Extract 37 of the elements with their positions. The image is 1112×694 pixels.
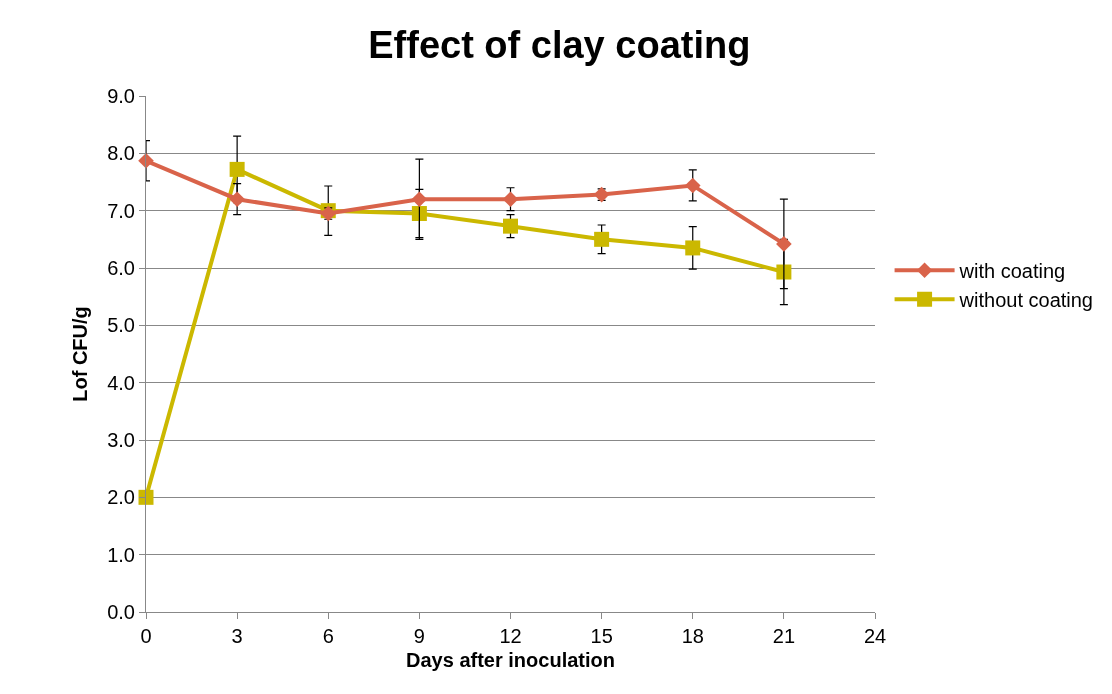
point [503, 218, 518, 234]
point [229, 191, 245, 207]
x-tick-label: 12 [499, 625, 522, 647]
x-tick-label: 0 [140, 625, 152, 647]
y-tick-label: 1.0 [107, 543, 135, 566]
y-tick-label: 7.0 [107, 199, 135, 222]
point [138, 489, 154, 505]
legend-label: without coating [958, 289, 1093, 312]
chart-title: Effect of clay coating [368, 23, 751, 66]
y-tick-label: 0.0 [107, 601, 135, 623]
x-tick-label: 18 [681, 625, 704, 647]
x-axis-title: Days after inoculation [406, 648, 615, 671]
y-tick-label: 9.0 [107, 85, 135, 107]
y-tick-label: 2.0 [107, 486, 135, 509]
x-tick-label: 3 [231, 625, 243, 647]
legend-label: with coating [958, 260, 1066, 283]
y-tick-label: 3.0 [107, 429, 135, 451]
point [685, 240, 701, 256]
point [594, 231, 610, 247]
x-tick-label: 9 [413, 625, 425, 647]
point [229, 161, 245, 177]
y-tick-label: 8.0 [107, 142, 135, 165]
y-tick-label: 6.0 [107, 257, 135, 279]
x-tick-label: 15 [590, 625, 613, 647]
point [502, 191, 519, 207]
point [593, 186, 610, 203]
point [684, 177, 701, 194]
x-tick-label: 21 [772, 625, 796, 647]
point [776, 236, 792, 252]
x-tick-label: 24 [863, 625, 887, 647]
x-tick-label: 6 [322, 625, 334, 647]
point [411, 206, 427, 222]
y-tick-label: 5.0 [107, 314, 135, 337]
point [411, 191, 428, 207]
y-tick-label: 4.0 [107, 371, 135, 394]
point [138, 152, 154, 169]
y-axis-title: Lof CFU/g [68, 306, 91, 402]
